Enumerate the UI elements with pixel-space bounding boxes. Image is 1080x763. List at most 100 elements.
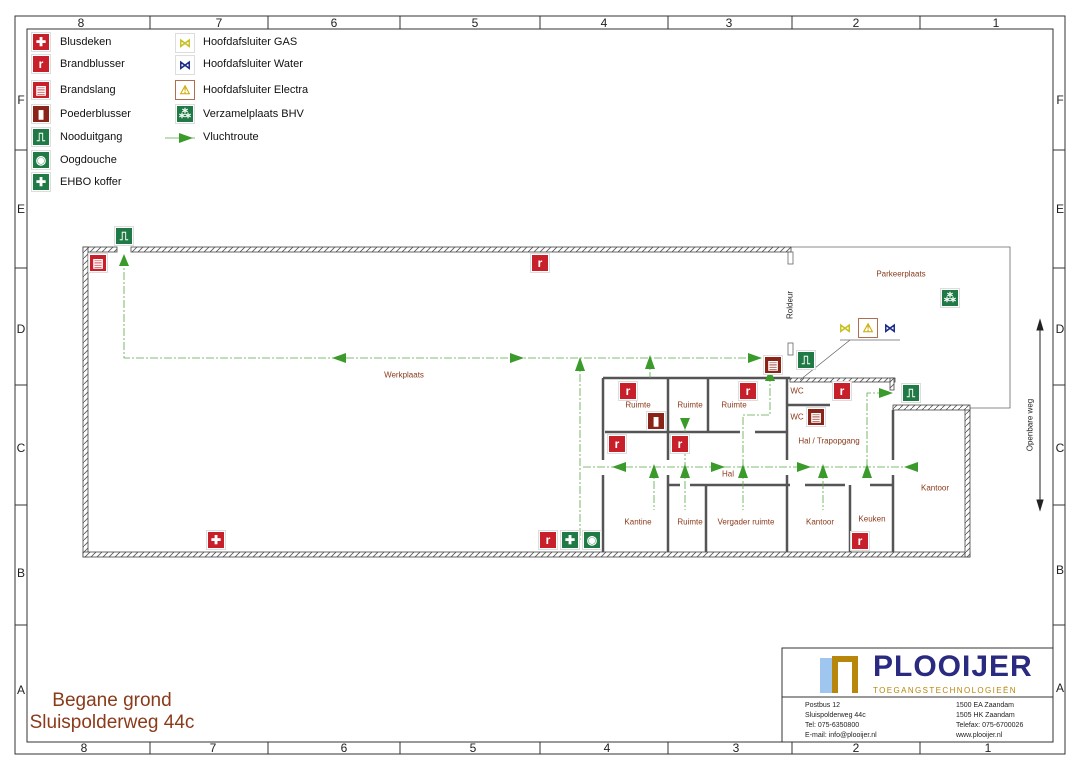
company-name: PLOOIJER	[873, 650, 1033, 683]
fire-hose-icon: ▤	[806, 407, 826, 427]
postcode-1: 1500 EA Zaandam	[956, 702, 1014, 709]
arrow-left	[904, 462, 918, 472]
room-label-werkplaats: Werkplaats	[384, 370, 424, 380]
fire-extinguisher-icon: r	[738, 381, 758, 401]
assembly-point-icon: ⁂	[175, 104, 195, 124]
legend-label: Hoofdafsluiter Electra	[203, 84, 309, 96]
grid-row-label: B	[1055, 563, 1065, 577]
escape-route-arrow-icon	[165, 133, 195, 143]
powder-extinguisher-icon: ▮	[31, 104, 51, 124]
legend-label: Verzamelplaats BHV	[203, 108, 304, 120]
fire-extinguisher-icon: r	[618, 381, 638, 401]
grid-column-label: 1	[984, 741, 992, 755]
grid-column-label: 8	[77, 16, 85, 30]
website: www.plooijer.nl	[956, 732, 1003, 739]
legend-label: Vluchtroute	[203, 131, 259, 143]
street: Sluispolderweg 44c	[805, 712, 866, 719]
grid-column-label: 5	[471, 16, 479, 30]
fire-extinguisher-icon: r	[538, 530, 558, 550]
emergency-exit-icon: ⎍	[796, 350, 816, 370]
eye-shower-icon: ◉	[31, 150, 51, 170]
arrow-right	[797, 462, 811, 472]
fire-extinguisher-icon: r	[607, 434, 627, 454]
arrow-right	[711, 462, 725, 472]
grid-row-label: C	[16, 441, 26, 455]
arrow-up	[765, 369, 775, 381]
grid-column-label: 7	[215, 16, 223, 30]
room-label-kantoor: Kantoor	[805, 517, 835, 527]
legend-label: Nooduitgang	[60, 131, 123, 143]
electric-warning-icon: ⚠	[858, 318, 878, 338]
grid-row-label: B	[16, 566, 26, 580]
grid-row-label: E	[16, 202, 26, 216]
fire-blanket-icon: ✚	[206, 530, 226, 550]
road-direction-arrow	[1036, 318, 1044, 512]
grid-column-label: 2	[852, 741, 860, 755]
arrow-right	[748, 353, 762, 363]
phone: Tel: 075-6350800	[805, 722, 860, 729]
gas-valve-icon: ⋈	[175, 33, 195, 53]
arrow-up	[649, 464, 659, 478]
grid-column-label: 7	[209, 741, 217, 755]
arrow-up	[119, 254, 129, 266]
grid-column-label: 3	[725, 16, 733, 30]
postcode-2: 1505 HK Zaandam	[956, 712, 1015, 719]
fax: Telefax: 075-6700026	[956, 722, 1024, 729]
room-label-vergader-ruimte: Vergader ruimte	[717, 517, 775, 527]
room-label-keuken: Keuken	[858, 514, 886, 524]
first-aid-icon: ✚	[31, 172, 51, 192]
room-label-kantine: Kantine	[624, 517, 652, 527]
room-label-ruimte: Ruimte	[625, 400, 651, 410]
arrow-left	[332, 353, 346, 363]
emergency-exit-icon: ⎍	[31, 127, 51, 147]
first-aid-icon: ✚	[560, 530, 580, 550]
arrow-up	[575, 357, 585, 371]
room-label-wc: WC	[790, 386, 804, 396]
room-label-ruimte: Ruimte	[677, 517, 703, 527]
label-roldeur: Roldeur	[785, 290, 795, 320]
powder-extinguisher-icon: ▮	[646, 411, 666, 431]
grid-column-label: 4	[603, 741, 611, 755]
plooijer-logo-mark	[820, 656, 858, 693]
arrow-up	[738, 464, 748, 478]
electric-warning-icon: ⚠	[175, 80, 195, 100]
fire-extinguisher-icon: r	[530, 253, 550, 273]
grid-row-label: C	[1055, 441, 1065, 455]
grid-column-label: 4	[600, 16, 608, 30]
arrow-down	[680, 418, 690, 430]
grid-column-label: 6	[330, 16, 338, 30]
water-valve-icon: ⋈	[881, 319, 899, 337]
grid-ticks	[15, 16, 1065, 754]
legend-label: Oogdouche	[60, 154, 117, 166]
legend-label: Hoofdafsluiter GAS	[203, 36, 298, 48]
arrow-up	[645, 355, 655, 369]
legend-label: Poederblusser	[60, 108, 131, 120]
water-valve-icon: ⋈	[175, 55, 195, 75]
grid-column-label: 1	[992, 16, 1000, 30]
gas-valve-icon: ⋈	[836, 319, 854, 337]
legend-label: Brandslang	[60, 84, 116, 96]
label-openbare-weg: Openbare weg	[1025, 398, 1035, 452]
drawing-title-address: Sluispolderweg 44c	[29, 712, 195, 733]
room-label-ruimte: Ruimte	[721, 400, 747, 410]
arrow-up	[680, 464, 690, 478]
drawing-title-floor: Begane grond	[52, 690, 172, 711]
room-label-wc: WC	[790, 412, 804, 422]
room-label-kantoor: Kantoor	[920, 483, 950, 493]
address-right: 1500 EA Zaandam 1505 HK Zaandam Telefax:…	[956, 701, 1023, 741]
grid-row-label: A	[16, 683, 26, 697]
arrow-left	[612, 462, 626, 472]
grid-column-label: 3	[732, 741, 740, 755]
fire-blanket-icon: ✚	[31, 32, 51, 52]
room-label-hal: Hal	[721, 469, 735, 479]
fire-hose-icon: ▤	[31, 80, 51, 100]
postbus: Postbus 12	[805, 702, 841, 709]
company-tagline: TOEGANGSTECHNOLOGIEËN	[873, 686, 1017, 695]
legend-label: Hoofdafsluiter Water	[203, 58, 303, 70]
grid-column-label: 5	[469, 741, 477, 755]
arrow-right	[510, 353, 524, 363]
emergency-exit-icon: ⎍	[114, 226, 134, 246]
fire-extinguisher-icon: r	[31, 54, 51, 74]
assembly-point-icon: ⁂	[940, 288, 960, 308]
